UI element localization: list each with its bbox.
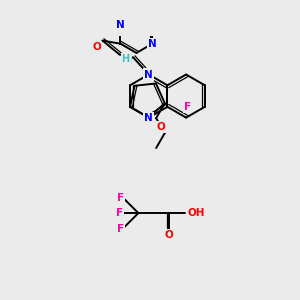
Text: N: N	[144, 112, 153, 123]
Text: N: N	[144, 70, 153, 80]
Text: N: N	[144, 70, 153, 80]
Text: O: O	[92, 42, 101, 52]
Text: F: F	[116, 208, 123, 218]
Text: N: N	[144, 112, 153, 123]
Text: H: H	[122, 54, 130, 64]
Text: O: O	[165, 230, 173, 240]
Text: F: F	[117, 224, 124, 233]
Text: N: N	[148, 39, 157, 49]
Text: F: F	[184, 102, 191, 112]
Text: F: F	[117, 193, 124, 203]
Text: N: N	[116, 20, 125, 30]
Text: O: O	[156, 122, 165, 132]
Text: OH: OH	[188, 208, 205, 218]
Text: H: H	[123, 57, 131, 67]
